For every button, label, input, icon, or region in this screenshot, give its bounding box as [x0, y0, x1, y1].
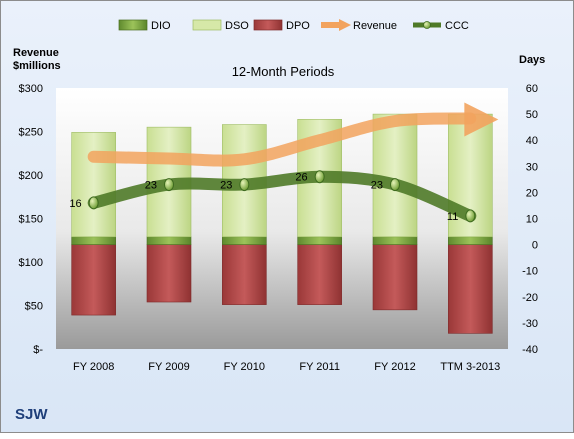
- left-tick-label: $100: [19, 257, 43, 269]
- dio-bar: [448, 236, 493, 245]
- dpo-bar: [222, 244, 267, 305]
- category-label: TTM 3-2013: [440, 361, 500, 373]
- category-label: FY 2010: [224, 361, 265, 373]
- ccc-data-label: 23: [220, 180, 232, 192]
- dpo-bar: [146, 244, 192, 303]
- legend-label-dso: DSO: [225, 20, 249, 32]
- ccc-point: [314, 170, 325, 184]
- dpo-bar: [297, 244, 342, 305]
- right-tick-label: -20: [522, 292, 538, 304]
- ccc-point: [465, 209, 476, 223]
- left-axis-label-line1: Revenue: [13, 47, 59, 59]
- ccc-point: [88, 196, 99, 210]
- chart-title: 12-Month Periods: [232, 64, 335, 79]
- legend-label-ccc: CCC: [445, 20, 469, 32]
- legend-label-revenue: Revenue: [353, 20, 397, 32]
- right-tick-label: 20: [526, 187, 538, 199]
- dpo-bar: [71, 244, 116, 316]
- lines: 16 23 23 26 23 11: [69, 102, 499, 223]
- legend-label-dpo: DPO: [286, 20, 310, 32]
- legend-swatch-ccc-dot: [423, 21, 431, 29]
- dio-bar: [222, 236, 267, 245]
- left-tick-label: $-: [33, 344, 43, 356]
- left-axis-ticks: $- $50 $100 $150 $200 $250 $300: [19, 83, 44, 356]
- ccc-data-label: 16: [69, 198, 81, 210]
- left-tick-label: $250: [19, 127, 43, 139]
- ccc-point: [390, 178, 400, 192]
- right-tick-label: 10: [526, 214, 538, 226]
- left-tick-label: $50: [25, 301, 43, 313]
- right-tick-label: 0: [532, 240, 538, 252]
- ccc-data-label: 23: [371, 180, 383, 192]
- dio-bar: [297, 236, 342, 245]
- category-label: FY 2011: [299, 361, 340, 373]
- right-tick-label: 60: [526, 83, 538, 95]
- right-tick-label: 30: [526, 161, 538, 173]
- dpo-bar: [448, 244, 493, 334]
- left-tick-label: $150: [19, 214, 43, 226]
- legend-swatch-dpo: [253, 19, 283, 31]
- category-labels: FY 2008 FY 2009 FY 2010 FY 2011 FY 2012 TTM 3…: [73, 361, 500, 373]
- left-axis-label-line2: $millions: [13, 60, 61, 72]
- dpo-bar: [372, 244, 418, 311]
- ccc-data-label: 11: [447, 211, 458, 223]
- revenue-line: [87, 112, 477, 167]
- legend-label-dio: DIO: [151, 20, 171, 32]
- right-tick-label: -40: [522, 344, 538, 356]
- ccc-point: [164, 178, 174, 192]
- left-tick-label: $200: [19, 170, 43, 182]
- plot-area: [56, 88, 508, 349]
- dio-bar: [71, 236, 116, 245]
- right-axis-ticks: -40 -30 -20 -10 0 10 20 30 40 50 60: [522, 83, 538, 356]
- right-tick-label: -10: [522, 266, 538, 278]
- dio-bar: [146, 236, 192, 245]
- bars: [71, 113, 493, 334]
- ccc-point: [239, 178, 250, 192]
- right-tick-label: 50: [526, 109, 538, 121]
- category-label: FY 2008: [73, 361, 114, 373]
- category-label: FY 2012: [374, 361, 415, 373]
- ccc-data-label: 26: [295, 172, 307, 184]
- legend-swatch-revenue-head: [339, 19, 351, 31]
- left-tick-label: $300: [19, 83, 43, 95]
- right-tick-label: 40: [526, 135, 538, 147]
- category-label: FY 2009: [148, 361, 189, 373]
- legend-swatch-dso: [192, 19, 222, 31]
- right-axis-label: Days: [519, 54, 545, 66]
- legend: DIO DSO DPO Revenue CCC: [118, 19, 469, 32]
- ccc-line: [87, 170, 477, 222]
- ccc-data-label: 23: [145, 180, 157, 192]
- dso-bar: [71, 132, 116, 238]
- revenue-arrowhead: [464, 102, 499, 137]
- legend-swatch-dio: [118, 19, 148, 31]
- company-label: SJW: [15, 406, 48, 423]
- dio-bar: [372, 236, 418, 245]
- right-tick-label: -30: [522, 318, 538, 330]
